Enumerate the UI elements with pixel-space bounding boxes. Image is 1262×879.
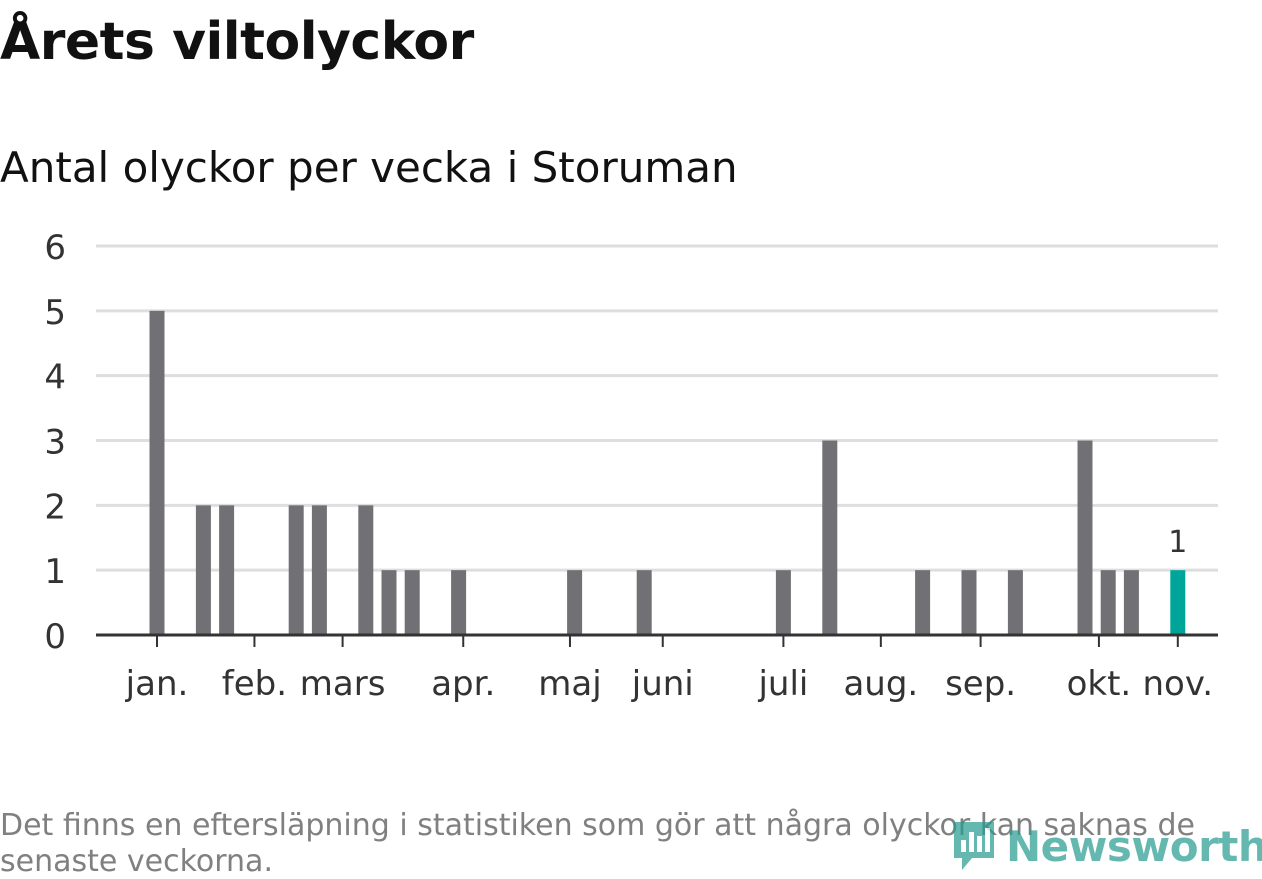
data-label: 1: [1168, 525, 1187, 560]
bar-chart: 0 1 2 3 4 5 6 1 jan. feb. mars apr. maj juni juli aug. s…: [44, 228, 1218, 704]
bar: [822, 440, 838, 635]
x-tick-label: juni: [631, 664, 694, 704]
y-tick-label: 1: [44, 552, 66, 592]
bar: [1123, 570, 1139, 635]
y-tick-label: 3: [44, 423, 66, 463]
x-tick-label: sep.: [945, 664, 1016, 704]
x-tick-label: juli: [757, 664, 808, 704]
y-tick-label: 5: [44, 293, 66, 333]
x-tick-label: mars: [300, 664, 386, 704]
x-tick-label: jan.: [125, 664, 189, 704]
x-tick-label: maj: [538, 664, 601, 704]
x-tick-label: aug.: [843, 664, 918, 704]
y-tick-label: 4: [44, 358, 66, 398]
bar: [381, 570, 397, 635]
bar: [195, 505, 211, 635]
x-tick-label: nov.: [1142, 664, 1213, 704]
logo-text: Newsworthy: [1006, 821, 1262, 871]
bar: [288, 505, 304, 635]
highlight-bar: [1170, 570, 1186, 635]
x-tick-label: feb.: [222, 664, 287, 704]
chart-subtitle: Antal olyckor per vecka i Storuman: [0, 143, 738, 192]
y-tick-label: 6: [44, 228, 66, 268]
y-tick-label: 2: [44, 487, 66, 527]
x-tick-label: apr.: [431, 664, 495, 704]
bar-chart-icon: [954, 822, 994, 870]
chart-title: Årets viltolyckor: [0, 12, 474, 72]
bar: [567, 570, 583, 635]
y-tick-label: 0: [44, 617, 66, 657]
bar: [149, 310, 165, 635]
bar: [636, 570, 652, 635]
bar: [451, 570, 467, 635]
bar: [358, 505, 374, 635]
bar: [1100, 570, 1116, 635]
bar: [961, 570, 977, 635]
bar: [219, 505, 235, 635]
x-tick-label: okt.: [1067, 664, 1132, 704]
bar: [311, 505, 327, 635]
bar: [915, 570, 931, 635]
bar: [775, 570, 791, 635]
bar: [1077, 440, 1093, 635]
footnote: Det finns en eftersläpning i statistiken…: [0, 808, 1195, 879]
bar: [404, 570, 420, 635]
bar: [1007, 570, 1023, 635]
newsworthy-logo: Newsworthy: [950, 818, 1262, 874]
